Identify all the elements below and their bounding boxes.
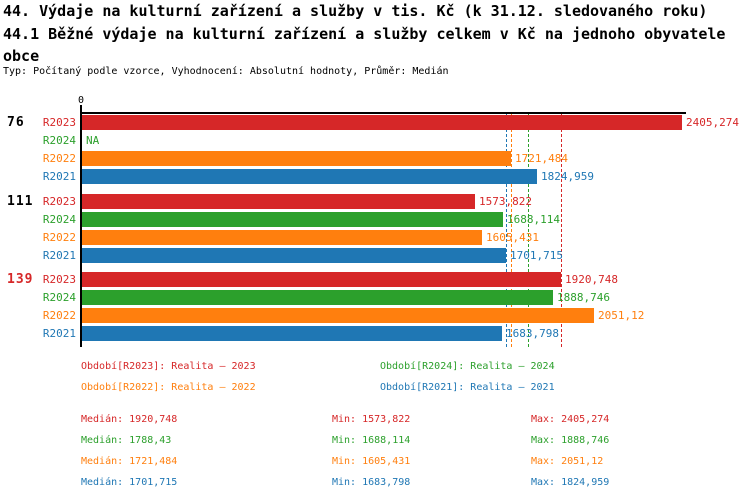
x-axis-zero-label: 0 <box>77 95 85 106</box>
group-label: 76 <box>7 115 25 130</box>
x-axis-line <box>81 112 686 114</box>
legend-item-r2021: Období[R2021]: Realita – 2021 <box>380 382 555 393</box>
median-r2022: Medián: 1721,484 <box>81 456 178 467</box>
bar-series-label: R2022 <box>42 231 76 244</box>
bar-R2021 <box>82 169 537 184</box>
median-r2024: Medián: 1788,43 <box>81 435 172 446</box>
bar-value-label: 1688,114 <box>507 213 560 226</box>
bar-value-label: 1888,746 <box>557 291 610 304</box>
page-subtitle-wrap: obce <box>3 47 40 65</box>
bar-series-label: R2023 <box>42 273 76 286</box>
bar-series-label: R2022 <box>42 152 76 165</box>
bar-R2023 <box>82 115 682 130</box>
median-line-R2024 <box>528 114 529 347</box>
bar-R2023 <box>82 272 561 287</box>
max-r2023: Max: 2405,274 <box>531 414 610 425</box>
bar-series-label: R2021 <box>42 170 76 183</box>
median-r2021: Medián: 1701,715 <box>81 477 178 488</box>
bar-R2024 <box>82 290 553 305</box>
bar-R2022 <box>82 151 511 166</box>
bar-value-label: 2405,274 <box>686 116 739 129</box>
bar-value-label: 1824,959 <box>541 170 594 183</box>
bar-series-label: R2024 <box>42 213 76 226</box>
bar-series-label: R2021 <box>42 327 76 340</box>
bar-R2021 <box>82 248 506 263</box>
max-r2021: Max: 1824,959 <box>531 477 610 488</box>
bar-series-label: R2023 <box>42 116 76 129</box>
bar-series-label: R2024 <box>42 134 76 147</box>
bar-series-label: R2024 <box>42 291 76 304</box>
bar-series-label: R2022 <box>42 309 76 322</box>
min-r2021: Min: 1683,798 <box>332 477 411 488</box>
min-r2022: Min: 1605,431 <box>332 456 411 467</box>
max-r2022: Max: 2051,12 <box>531 456 604 467</box>
bar-R2022 <box>82 308 594 323</box>
bar-R2023 <box>82 194 475 209</box>
bar-R2022 <box>82 230 482 245</box>
y-axis-line <box>80 105 82 347</box>
chart-type-info: Typ: Počítaný podle vzorce, Vyhodnocení:… <box>3 66 449 77</box>
bar-R2024 <box>82 212 503 227</box>
bar-value-label: 2051,12 <box>598 309 645 322</box>
legend-item-r2022: Období[R2022]: Realita – 2022 <box>81 382 256 393</box>
median-r2023: Medián: 1920,748 <box>81 414 178 425</box>
bar-R2021 <box>82 326 502 341</box>
bar-value-label: 1605,431 <box>486 231 539 244</box>
page-subtitle: 44.1 Běžné výdaje na kulturní zařízení a… <box>3 25 726 43</box>
bar-value-label: 1683,798 <box>506 327 559 340</box>
legend-item-r2023: Období[R2023]: Realita – 2023 <box>81 361 256 372</box>
min-r2024: Min: 1688,114 <box>332 435 411 446</box>
group-label: 111 <box>7 194 34 209</box>
median-line-R2022 <box>511 114 512 347</box>
group-label: 139 <box>7 272 34 287</box>
legend-item-r2024: Období[R2024]: Realita – 2024 <box>380 361 555 372</box>
bar-series-label: R2021 <box>42 249 76 262</box>
median-line-R2021 <box>506 114 507 347</box>
bar-value-label: 1721,484 <box>515 152 568 165</box>
bar-series-label: R2023 <box>42 195 76 208</box>
bar-value-label: 1920,748 <box>565 273 618 286</box>
max-r2024: Max: 1888,746 <box>531 435 610 446</box>
min-r2023: Min: 1573,822 <box>332 414 411 425</box>
bar-value-label: 1573,822 <box>479 195 532 208</box>
median-line-R2023 <box>561 114 562 347</box>
bar-value-label: NA <box>86 134 100 147</box>
page-title: 44. Výdaje na kulturní zařízení a služby… <box>3 2 708 20</box>
bar-value-label: 1701,715 <box>510 249 563 262</box>
